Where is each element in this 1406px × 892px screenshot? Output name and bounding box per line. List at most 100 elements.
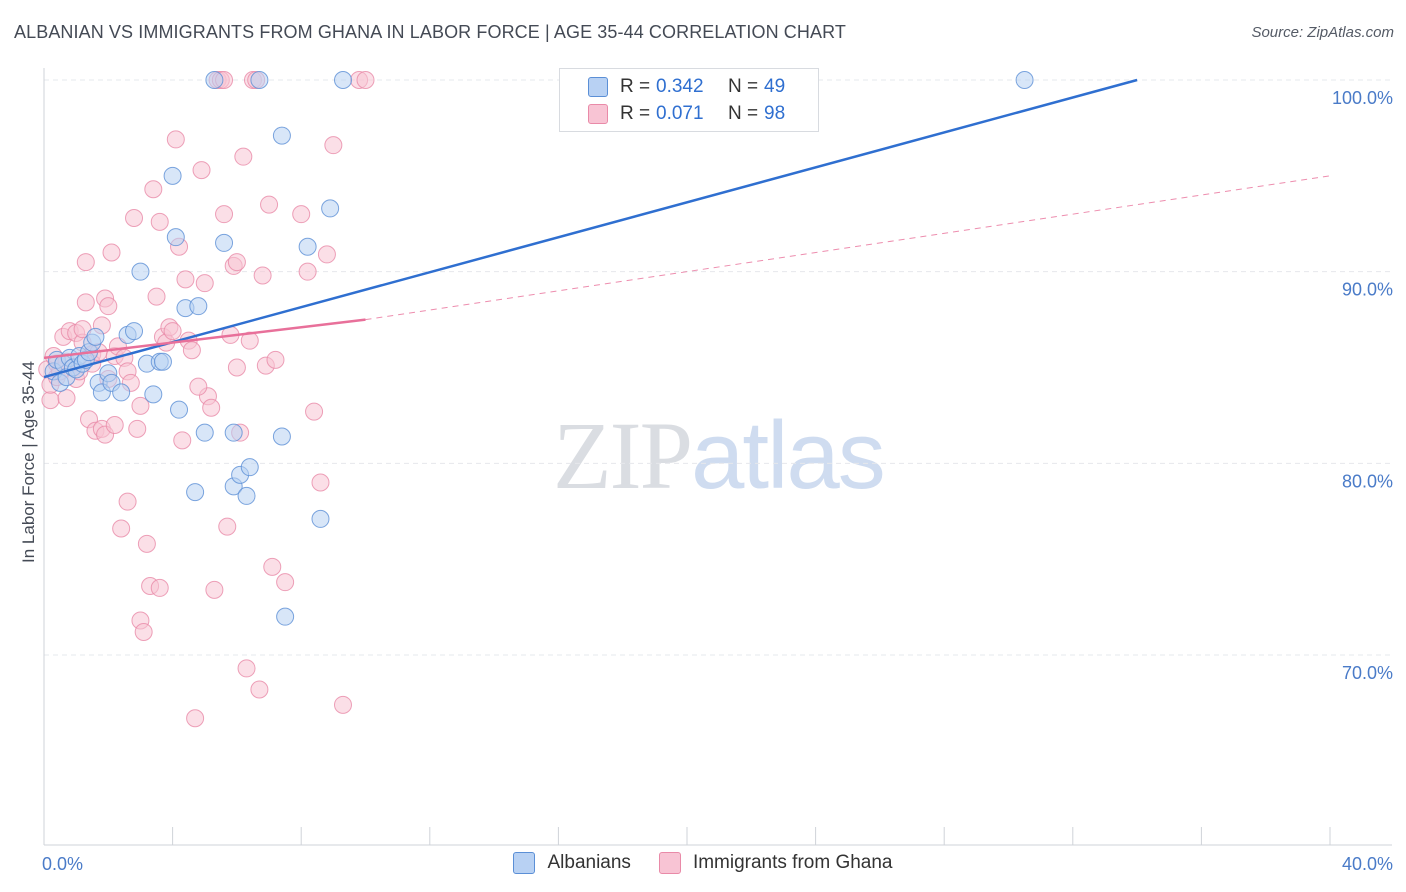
ghana-point bbox=[41, 391, 60, 410]
ghana-point bbox=[305, 402, 324, 421]
legend-row-ghana: R = 0.071 N = 98 bbox=[588, 102, 785, 126]
ghana-point bbox=[99, 297, 118, 316]
ghana-point bbox=[128, 419, 147, 438]
legend-r-value: 0.342 bbox=[656, 76, 704, 97]
ghana-point bbox=[163, 322, 182, 341]
albanians-point bbox=[144, 385, 163, 404]
y-tick-label: 90.0% bbox=[1342, 280, 1393, 300]
ghana-point bbox=[137, 534, 156, 553]
grid-lines bbox=[44, 79, 1392, 656]
ghana-point bbox=[186, 709, 205, 728]
albanians-point bbox=[333, 71, 352, 89]
ghana-point bbox=[234, 147, 253, 166]
legend: R = 0.342 N = 49 R = 0.071 N = 98 bbox=[559, 68, 819, 132]
albanians-point bbox=[189, 297, 208, 316]
albanians-point bbox=[224, 423, 243, 442]
watermark: ZIPatlas bbox=[553, 400, 886, 511]
ghana-point bbox=[150, 212, 169, 231]
ghana-point bbox=[333, 695, 352, 714]
albanians-point bbox=[250, 71, 269, 89]
legend-swatch-ghana bbox=[588, 104, 608, 124]
y-axis-title: In Labor Force | Age 35-44 bbox=[19, 361, 38, 563]
ghana-point bbox=[356, 71, 375, 89]
ghana-point bbox=[205, 580, 224, 599]
y-tick-label: 80.0% bbox=[1342, 471, 1393, 491]
albanians-point bbox=[321, 199, 340, 218]
ghana-point bbox=[105, 416, 124, 434]
ghana-point bbox=[237, 659, 256, 678]
albanians-point bbox=[272, 427, 291, 446]
albanians-point bbox=[186, 483, 205, 502]
ghana-trend-extension bbox=[365, 175, 1331, 321]
ghana-point bbox=[195, 274, 214, 293]
series-legend-ghana: Immigrants from Ghana bbox=[658, 852, 893, 874]
legend-r-label: R = bbox=[620, 103, 651, 124]
series-legend-swatch-albanians bbox=[513, 852, 536, 874]
x-tick-label: 40.0% bbox=[1342, 854, 1393, 874]
legend-n-label: N = bbox=[728, 103, 759, 124]
albanians-point bbox=[237, 486, 256, 505]
ghana-point bbox=[276, 573, 295, 592]
ghana-point bbox=[76, 293, 95, 312]
albanians-point bbox=[131, 262, 150, 281]
trend-lines bbox=[43, 78, 1331, 379]
ghana-point bbox=[76, 253, 95, 272]
albanians-trend-line bbox=[43, 78, 1138, 379]
series-legend-label-albanians: Albanians bbox=[547, 852, 631, 873]
albanians-point bbox=[153, 352, 172, 371]
ghana-point bbox=[173, 431, 192, 450]
series-legend-label-ghana: Immigrants from Ghana bbox=[692, 852, 893, 873]
legend-r-label: R = bbox=[620, 76, 651, 97]
legend-r-value: 0.071 bbox=[656, 103, 704, 124]
series-legend-albanians: Albanians bbox=[513, 852, 631, 874]
albanians-point bbox=[240, 458, 259, 477]
x-tick-label: 0.0% bbox=[42, 854, 83, 874]
ghana-point bbox=[192, 161, 211, 180]
albanians-point bbox=[195, 423, 214, 442]
albanians-point bbox=[272, 126, 291, 145]
albanians-point bbox=[125, 322, 144, 341]
ghana-point bbox=[131, 396, 150, 415]
watermark-zip: ZIP bbox=[553, 402, 693, 509]
series-legend: Albanians Immigrants from Ghana bbox=[0, 852, 1406, 874]
legend-n-value: 49 bbox=[764, 76, 786, 97]
albanians-point bbox=[163, 166, 182, 185]
axis-labels: 100.0% 90.0% 80.0% 70.0% 0.0% 40.0% In Labor F… bbox=[19, 88, 1393, 874]
ghana-point bbox=[218, 517, 237, 536]
series-legend-swatch-ghana bbox=[658, 852, 681, 874]
ghana-point bbox=[112, 519, 131, 538]
albanians-point bbox=[86, 327, 105, 346]
ghana-point bbox=[182, 341, 201, 360]
chart-title: ALBANIAN VS IMMIGRANTS FROM GHANA IN LAB… bbox=[14, 22, 846, 42]
ghana-point bbox=[311, 473, 330, 492]
ghana-point bbox=[202, 398, 221, 417]
ghana-point bbox=[253, 266, 272, 285]
albanians-point bbox=[170, 400, 189, 419]
albanians-point bbox=[205, 71, 224, 89]
albanians-point bbox=[112, 383, 131, 402]
ghana-point bbox=[150, 578, 169, 597]
ghana-point bbox=[324, 136, 343, 155]
ghana-point bbox=[266, 350, 285, 369]
albanians-point bbox=[311, 509, 330, 528]
ghana-point bbox=[176, 270, 195, 289]
albanians-point bbox=[166, 228, 185, 247]
legend-n-value: 98 bbox=[764, 103, 786, 124]
ghana-trend-line bbox=[43, 318, 366, 360]
watermark-atlas: atlas bbox=[691, 402, 886, 509]
series-ghana-points bbox=[38, 71, 375, 728]
albanians-point bbox=[215, 233, 234, 252]
ghana-point bbox=[147, 287, 166, 306]
ghana-point bbox=[263, 557, 282, 576]
ghana-point bbox=[125, 209, 144, 227]
albanians-point bbox=[298, 237, 317, 256]
ghana-point bbox=[227, 358, 246, 377]
ghana-point bbox=[144, 180, 163, 199]
ghana-point bbox=[298, 262, 317, 281]
legend-swatch-albanians bbox=[588, 77, 608, 97]
ghana-point bbox=[227, 253, 246, 272]
ghana-point bbox=[102, 243, 121, 262]
ghana-point bbox=[215, 205, 234, 224]
legend-row-albanians: R = 0.342 N = 49 bbox=[588, 75, 785, 99]
